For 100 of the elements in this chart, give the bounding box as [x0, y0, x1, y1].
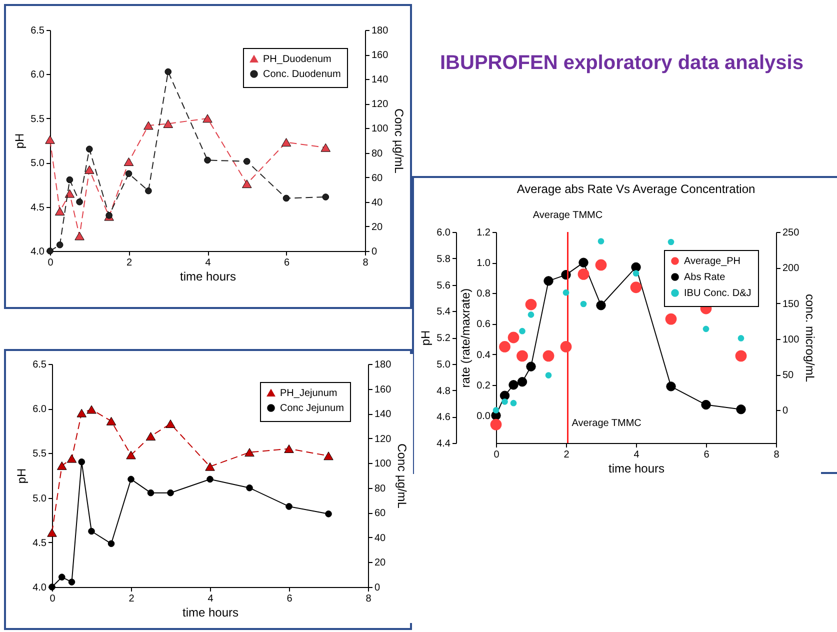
y-tick-label: 1.2	[476, 228, 491, 238]
point	[54, 206, 65, 216]
annotation: Average TMMC	[572, 418, 642, 429]
y-tick-label: 6.5	[32, 360, 47, 370]
y3-axis-title: pH	[418, 330, 433, 346]
y3-tick-label: 5.2	[436, 333, 451, 344]
point	[595, 259, 607, 271]
y-tick-label: 6.0	[32, 404, 47, 416]
y3-tick-label: 5.8	[436, 254, 451, 265]
point	[64, 189, 75, 198]
point	[66, 454, 77, 463]
point	[146, 432, 156, 440]
y2-tick-label: 50	[782, 370, 794, 382]
y-tick-label: 0.6	[476, 319, 491, 330]
point	[281, 138, 292, 147]
y2-tick-label: 120	[374, 434, 392, 445]
y2-tick-label: 160	[374, 384, 392, 396]
x-tick-label: 2	[564, 450, 570, 460]
y3-tick-label: 5.6	[436, 280, 451, 292]
point	[665, 313, 677, 325]
point	[702, 326, 710, 332]
point	[500, 390, 510, 400]
point	[492, 407, 500, 414]
y-axis-title: pH	[12, 133, 27, 149]
y-tick-label: 5.0	[30, 158, 45, 170]
y2-tick-label: 100	[374, 458, 392, 470]
legend-label: Conc Jejunum	[280, 403, 344, 414]
x-tick-label: 0	[48, 258, 54, 268]
x-tick-label: 4	[205, 258, 212, 268]
y-tick-label: 4.0	[30, 246, 45, 258]
x-tick-label: 6	[286, 594, 293, 604]
y3-tick-label: 4.8	[436, 386, 451, 397]
legend-label: Abs Rate	[684, 272, 726, 283]
point	[499, 341, 510, 352]
point	[562, 289, 570, 296]
legend-label: Conc. Duodenum	[263, 69, 341, 80]
point	[738, 335, 744, 342]
x-tick-label: 6	[704, 450, 710, 460]
y2-tick-label: 20	[372, 222, 384, 233]
point	[124, 157, 134, 166]
x-tick-label: 6	[284, 258, 290, 268]
y3-tick-label: 4.4	[436, 438, 451, 450]
x-tick-label: 8	[366, 594, 372, 604]
y3-tick-label: 5.4	[436, 306, 451, 318]
y2-tick-label: 100	[372, 124, 389, 135]
point	[560, 341, 572, 352]
point	[598, 238, 604, 244]
y-tick-label: 6.0	[30, 70, 45, 81]
point	[106, 416, 116, 426]
x-tick-label: 4	[208, 594, 214, 604]
point	[735, 350, 747, 362]
x-axis-title: time hours	[182, 606, 239, 620]
point	[631, 262, 641, 272]
legend-label: IBU Conc. D&J	[684, 288, 752, 299]
point	[578, 268, 590, 280]
point	[517, 376, 528, 387]
y-tick-label: 6.5	[30, 26, 45, 36]
y2-tick-label: 180	[372, 26, 389, 36]
point	[510, 400, 517, 406]
y2-tick-label: 0	[782, 406, 788, 417]
point	[542, 350, 554, 362]
y3-tick-label: 4.6	[436, 412, 451, 424]
y-axis-title: pH	[14, 468, 29, 484]
y-tick-label: 5.0	[32, 493, 47, 504]
chart-title: Average abs Rate Vs Average Concentration	[516, 182, 756, 196]
x-tick-label: 0	[494, 450, 500, 460]
point	[502, 398, 508, 405]
legend-label: Average_PH	[684, 256, 741, 267]
y2-tick-label: 100	[782, 334, 800, 346]
y2-tick-label: 150	[782, 298, 800, 310]
point	[630, 282, 642, 294]
x-tick-label: 8	[774, 450, 780, 460]
y2-tick-label: 200	[782, 263, 800, 274]
y-tick-label: 4.5	[32, 538, 47, 549]
point	[668, 238, 674, 246]
legend-label: PH_Duodenum	[263, 54, 332, 65]
y-tick-label: 0.8	[476, 288, 491, 300]
y2-tick-label: 250	[782, 228, 800, 238]
y2-tick-label: 120	[372, 99, 389, 110]
point	[580, 300, 587, 308]
y2-tick-label: 20	[374, 558, 386, 569]
y2-tick-label: 180	[374, 360, 392, 370]
y2-tick-label: 40	[374, 532, 386, 544]
point	[545, 372, 552, 378]
x-axis-title: time hours	[180, 270, 236, 284]
y2-axis-title: Conc µg/mL	[392, 108, 406, 174]
y-tick-label: 0.0	[476, 410, 491, 422]
y-tick-label: 0.2	[476, 380, 491, 392]
y2-tick-label: 0	[374, 582, 380, 594]
y2-tick-label: 80	[374, 483, 386, 494]
point	[490, 418, 502, 430]
y-tick-label: 5.5	[30, 114, 45, 125]
legend-label: PH_Jejunum	[280, 388, 338, 399]
y2-axis-title: conc. microg/mL	[803, 294, 818, 382]
y2-axis-title: Conc µg/mL	[395, 444, 410, 509]
point	[525, 298, 537, 310]
y3-tick-label: 5.0	[436, 359, 451, 370]
x-axis-title: time hours	[608, 462, 665, 476]
text: IBUPROFEN exploratory data analysis	[440, 52, 804, 75]
y-tick-label: 5.5	[32, 448, 47, 460]
